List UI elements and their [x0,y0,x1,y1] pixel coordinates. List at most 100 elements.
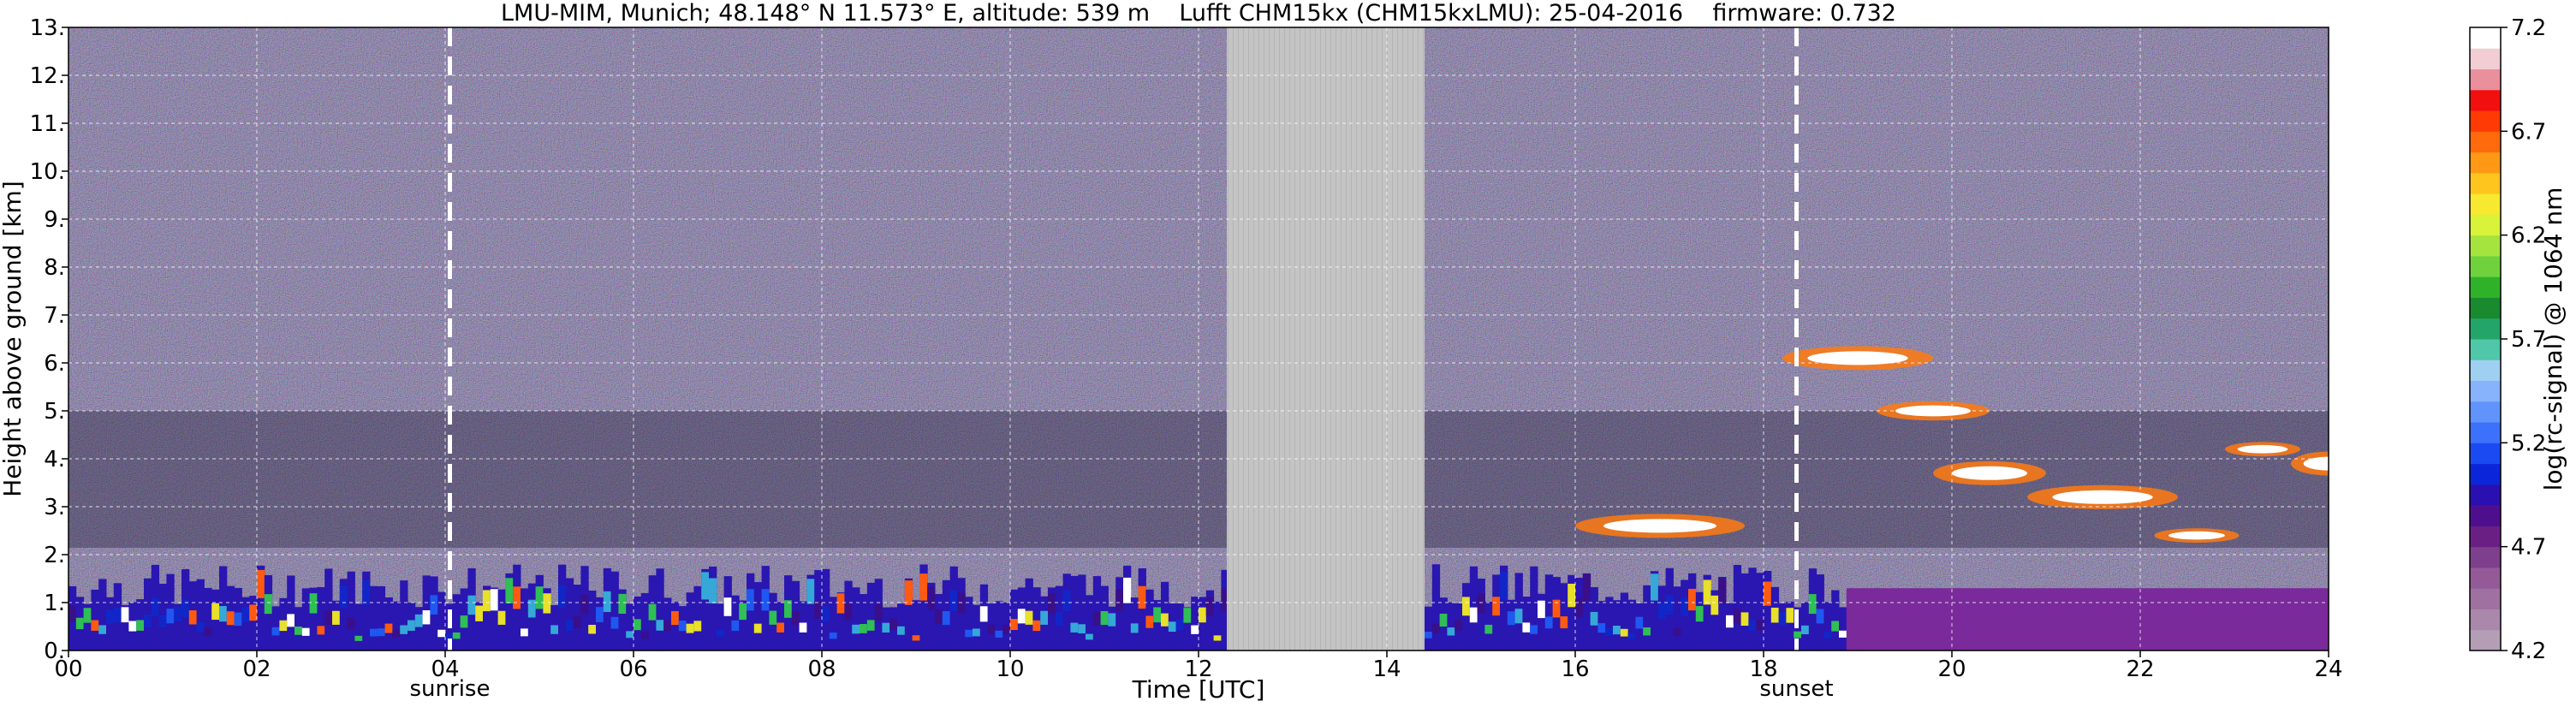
boundary-layer-column [1740,573,1749,651]
boundary-layer-streak [686,623,694,633]
boundary-layer-column [596,597,604,651]
boundary-layer-streak [226,611,235,626]
boundary-layer-streak [249,604,258,621]
boundary-layer-column [912,600,920,651]
boundary-layer-streak [814,601,823,619]
boundary-layer-column [1907,588,1915,651]
boundary-layer-column [1764,571,1772,651]
colorbar-tick-label: 4.7 [2511,535,2546,561]
boundary-layer-streak [241,606,250,622]
boundary-layer-streak [1538,600,1546,619]
boundary-layer-column [437,591,446,651]
boundary-layer-column [392,601,401,651]
y-tick-label: 10. [30,159,65,185]
boundary-layer-streak [935,609,943,624]
boundary-layer-column [1921,588,1931,651]
boundary-layer-streak [400,625,408,634]
boundary-layer-streak [1740,612,1749,627]
colorbar-segment [2470,131,2501,153]
colorbar-segment [2470,609,2501,631]
boundary-layer-streak [1123,577,1132,603]
colorbar-tick-label: 6.7 [2511,119,2546,145]
boundary-layer-streak [497,610,506,625]
x-tick-label: 16 [1561,656,1589,682]
boundary-layer-column [2057,588,2066,651]
boundary-layer-streak [1710,595,1719,615]
boundary-layer-column [1213,601,1222,651]
boundary-layer-column [1123,565,1132,651]
colorbar-tick-label: 5.7 [2511,327,2546,353]
boundary-layer-column [1138,567,1146,651]
boundary-layer-column [852,587,860,651]
boundary-layer-streak [550,625,559,634]
boundary-layer-column [2140,588,2149,651]
boundary-layer-streak [882,622,890,633]
boundary-layer-column [1748,567,1757,651]
boundary-layer-streak [1816,609,1824,624]
boundary-layer-streak [1733,609,1742,624]
boundary-layer-streak [309,593,318,614]
boundary-layer-streak [257,569,265,598]
x-tick-label: 10 [996,656,1024,682]
boundary-layer-streak [942,611,951,626]
boundary-layer-streak [68,605,77,622]
boundary-layer-column [1929,588,1937,651]
boundary-layer-streak [113,607,122,623]
boundary-layer-streak [1544,616,1554,629]
boundary-layer-column [505,573,514,651]
colorbar-segment [2470,193,2501,215]
boundary-layer-streak [324,610,333,625]
boundary-layer-streak [460,615,468,628]
boundary-layer-column [1048,587,1056,651]
boundary-layer-streak [1839,630,1847,638]
boundary-layer-streak [422,609,431,625]
y-tick-label: 5. [44,399,65,425]
boundary-layer-streak [271,627,280,636]
boundary-layer-column [1205,590,1215,651]
boundary-layer-column [1108,606,1116,651]
colorbar-segment [2470,359,2501,382]
boundary-layer-column [656,568,664,651]
boundary-layer-column [543,588,551,651]
boundary-layer-streak [1778,612,1787,626]
boundary-layer-streak [1439,613,1448,627]
y-tick-label: 6. [44,351,65,377]
boundary-layer-streak [1627,633,1636,639]
boundary-layer-column [1778,603,1787,651]
sunrise-label: sunrise [410,676,491,702]
boundary-layer-streak [467,595,476,615]
y-axis-title: Height above ground [km] [0,181,27,497]
boundary-layer-streak [1560,616,1568,629]
boundary-layer-column [2034,588,2044,651]
boundary-layer-streak [701,572,710,600]
boundary-layer-column [1891,588,1900,651]
boundary-layer-streak [769,610,777,625]
y-tick-label: 11. [30,111,65,137]
boundary-layer-streak [753,623,763,633]
boundary-layer-column [919,564,928,651]
boundary-layer-column [671,602,680,651]
boundary-layer-streak [181,599,190,618]
boundary-layer-streak [995,630,1003,638]
boundary-layer-column [701,568,710,651]
boundary-layer-column [287,575,295,651]
boundary-layer-column [860,594,868,651]
boundary-layer-streak [98,625,107,634]
x-tick-label: 06 [619,656,647,682]
boundary-layer-streak [332,610,341,625]
y-tick-label: 1. [44,591,65,616]
boundary-layer-streak [437,629,446,638]
boundary-layer-streak [452,632,461,639]
boundary-layer-column [927,582,936,651]
boundary-layer-column [1990,588,1998,651]
x-axis: 00 02 04 06 08 10 12 14 16 18 20 22 24 [54,651,2343,682]
boundary-layer-streak [1568,583,1576,608]
boundary-layer-column [2042,588,2050,651]
boundary-layer-column [1877,588,1885,651]
boundary-layer-column [1183,607,1192,651]
y-tick-label: 13. [30,15,65,41]
plot-area [68,27,2329,651]
boundary-layer-column [2305,588,2314,651]
boundary-layer-column [324,568,333,651]
boundary-layer-streak [596,607,604,622]
